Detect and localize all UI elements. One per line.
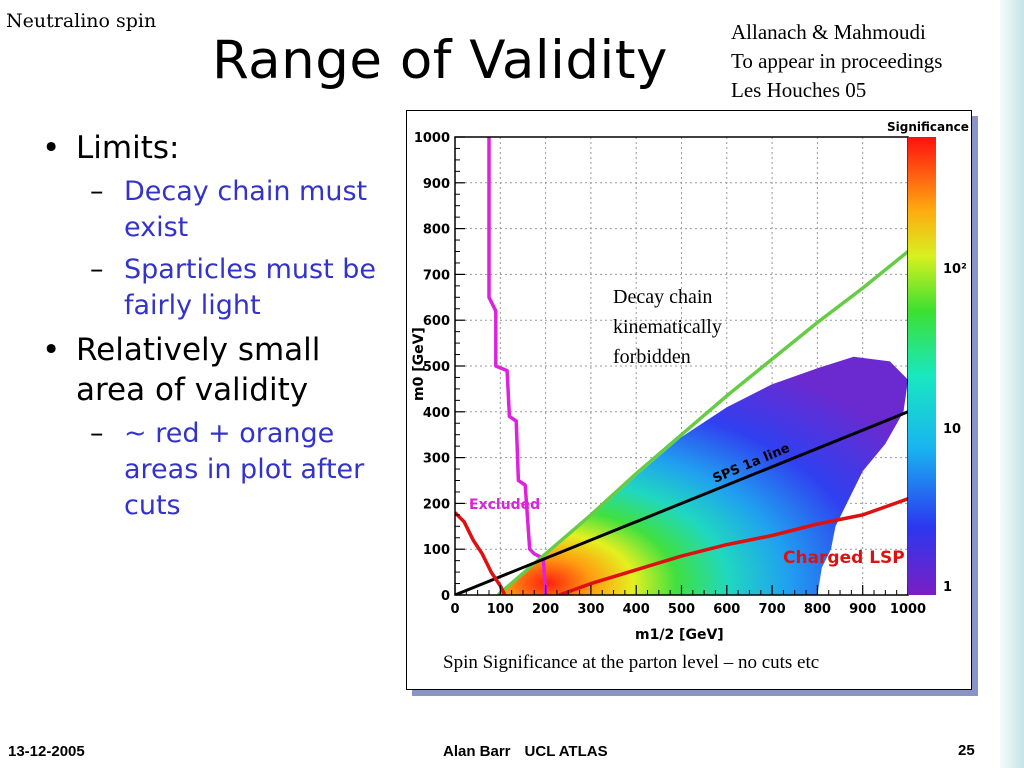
x-tick-label: 800 — [804, 602, 831, 617]
sub-bullet-text: Decay chain must exist — [124, 176, 368, 243]
curve-excluded — [487, 137, 548, 595]
x-tick-label: 400 — [623, 602, 650, 617]
citation: Allanach & Mahmoudi To appear in proceed… — [731, 18, 942, 105]
annotation-line: Decay chain — [613, 286, 713, 308]
significance-plot: 0 100 200 300 400 500 600 700 800 900 1000 0 100 200 3… — [411, 120, 969, 643]
decorative-side-bar — [1000, 0, 1024, 768]
sub-bullet-text: Sparticles must be fairly light — [124, 254, 377, 321]
y-tick-label: 800 — [423, 223, 450, 238]
x-tick-label: 900 — [849, 602, 876, 617]
annotation-line: kinematically — [613, 316, 722, 338]
citation-line: Les Houches 05 — [731, 78, 867, 102]
corner-label: Neutralino spin — [6, 10, 157, 32]
y-axis-label: m0 [GeV] — [411, 327, 427, 401]
author-name: Alan Barr — [443, 743, 511, 760]
x-tick-label: 500 — [668, 602, 695, 617]
dash-mark: – — [90, 176, 104, 207]
slide-title: Range of Validity — [212, 30, 668, 91]
color-bar-title: Significance — [887, 120, 969, 134]
figure-frame: 0 100 200 300 400 500 600 700 800 900 1000 0 100 200 3… — [406, 110, 972, 690]
author-affiliation: UCL ATLAS — [524, 743, 608, 760]
sub-bullet-text: ~ red + orange areas in plot after cuts — [124, 418, 365, 521]
footer-date: 13-12-2005 — [8, 743, 85, 760]
x-tick-label: 600 — [713, 602, 740, 617]
excluded-label: Excluded — [469, 497, 540, 513]
axis-ticks: 0 100 200 300 400 500 600 700 800 900 1000 0 100 200 3… — [414, 131, 926, 617]
bullet-item: • Relatively small area of validity — [40, 330, 380, 410]
charged-lsp-label: Charged LSP — [783, 548, 905, 568]
y-tick-label: 400 — [423, 406, 450, 421]
color-bar — [908, 137, 936, 595]
sub-bullet-item: – ~ red + orange areas in plot after cuts — [40, 416, 380, 524]
y-tick-label: 1000 — [414, 131, 450, 146]
y-tick-label: 100 — [423, 543, 450, 558]
citation-line: To appear in proceedings — [731, 49, 943, 73]
color-bar-tick: 10² — [943, 262, 967, 277]
curve-charged-lsp — [558, 497, 908, 595]
x-tick-label: 1000 — [890, 602, 926, 617]
bullet-text: Limits: — [76, 130, 180, 166]
bullet-dot: • — [42, 130, 61, 166]
citation-line: Allanach & Mahmoudi — [731, 20, 926, 44]
curve-low-exclusion — [455, 511, 507, 595]
dash-mark: – — [90, 254, 104, 285]
x-tick-label: 100 — [487, 602, 514, 617]
y-tick-label: 700 — [423, 268, 450, 283]
x-tick-label: 200 — [532, 602, 559, 617]
bullet-item: • Limits: — [40, 128, 380, 168]
y-tick-label: 0 — [441, 589, 450, 604]
color-bar-tick: 1 — [943, 580, 952, 595]
color-bar-tick: 10 — [943, 422, 961, 437]
y-tick-label: 900 — [423, 177, 450, 192]
x-axis-label: m1/2 [GeV] — [635, 627, 724, 643]
bullet-dot: • — [42, 332, 61, 368]
bullet-text: Relatively small area of validity — [76, 332, 321, 408]
curve-kinematic-limit — [496, 250, 908, 595]
plot-annotation: Decay chain kinematically forbidden — [613, 282, 722, 372]
annotation-line: forbidden — [613, 346, 691, 368]
x-tick-label: 700 — [759, 602, 786, 617]
page-number: 25 — [958, 742, 975, 759]
y-tick-label: 600 — [423, 314, 450, 329]
y-tick-label: 200 — [423, 497, 450, 512]
curve-sps-1a-line — [455, 410, 908, 595]
y-tick-label: 500 — [423, 360, 450, 375]
boundary-curves — [455, 137, 908, 595]
dash-mark: – — [90, 418, 104, 449]
x-tick-label: 0 — [450, 602, 459, 617]
sub-bullet-item: – Sparticles must be fairly light — [40, 252, 380, 324]
y-tick-label: 300 — [423, 452, 450, 467]
bullet-list: • Limits: – Decay chain must exist – Sparti… — [40, 128, 380, 530]
figure-caption: Spin Significance at the parton level – … — [443, 652, 820, 673]
sub-bullet-item: – Decay chain must exist — [40, 174, 380, 246]
x-tick-label: 300 — [577, 602, 604, 617]
footer-author: Alan Barr UCL ATLAS — [443, 743, 622, 760]
